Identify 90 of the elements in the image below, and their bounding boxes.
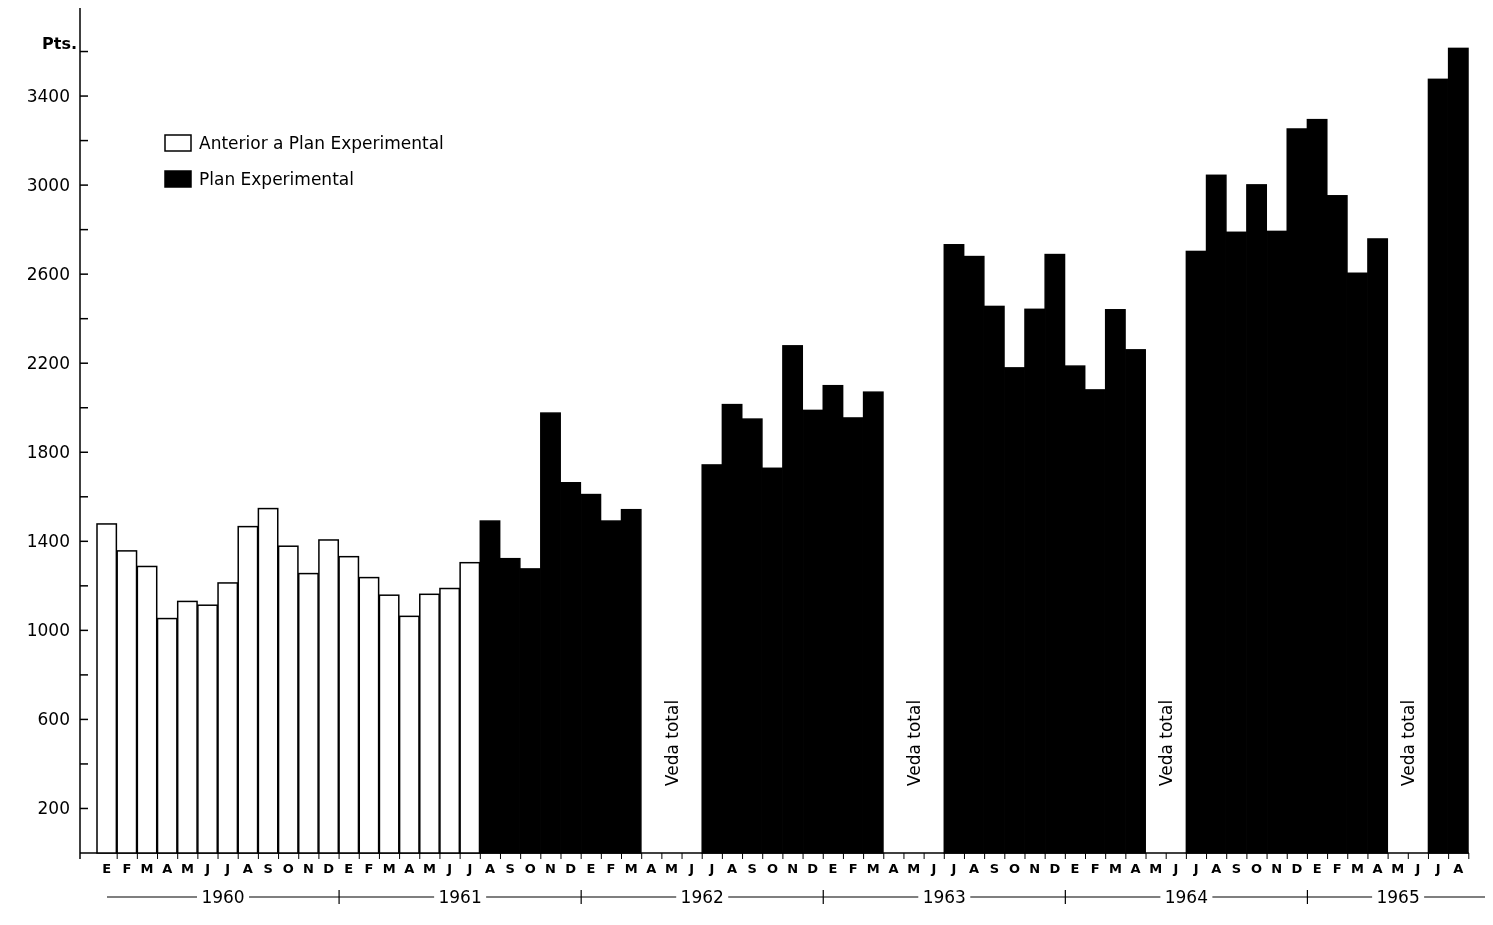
x-tick-label: A	[646, 861, 657, 876]
x-tick-label: M	[907, 861, 921, 876]
text: 1964	[1164, 886, 1209, 907]
x-tick-label: E	[344, 861, 354, 876]
x-tick-label: A	[484, 861, 496, 876]
x-tick-label: A	[404, 861, 415, 876]
x-tick-label: A	[1211, 861, 1222, 876]
x-tick-label: A	[727, 861, 738, 876]
y-tick-label: 3000	[26, 175, 70, 196]
y-tick-label: 600	[37, 709, 70, 730]
x-tick-label: A	[1372, 861, 1383, 876]
x-tick-label: S	[263, 861, 273, 876]
x-tick-label: E	[1312, 861, 1322, 876]
x-tick-label: J	[224, 861, 231, 876]
x-tick-label: D	[1049, 861, 1061, 876]
x-tick-label: J	[204, 861, 210, 876]
x-tick-label: S	[989, 861, 1000, 876]
x-tick-label: F	[1090, 861, 1100, 876]
x-tick-label: N	[1029, 861, 1041, 876]
x-tick-label: M	[1149, 861, 1163, 876]
y-tick-label: 3400	[26, 86, 70, 106]
x-tick-label: J	[1434, 861, 1441, 876]
annotation: Veda total	[1156, 699, 1177, 787]
x-tick-label: S	[1231, 861, 1242, 876]
x-tick-label: J	[1192, 861, 1199, 876]
x-tick-label: F	[122, 861, 132, 876]
x-tick-label: M	[624, 861, 638, 876]
text: 1960	[201, 886, 245, 907]
x-tick-label: S	[505, 861, 515, 876]
x-tick-label: M	[1350, 861, 1364, 876]
text: 1965	[1376, 886, 1420, 907]
y-tick-label: 2600	[26, 264, 70, 285]
x-tick-label: J	[950, 861, 957, 876]
legend-label: Anterior a Plan Experimental	[199, 132, 444, 153]
x-tick-label: A	[1130, 861, 1141, 876]
x-tick-label: F	[364, 861, 374, 876]
x-tick-label: N	[787, 861, 799, 876]
x-tick-label: M	[665, 861, 679, 876]
annotation: Veda total	[903, 699, 924, 787]
x-tick-label: A	[162, 861, 173, 876]
x-tick-label: E	[1070, 861, 1080, 876]
x-tick-label: M	[180, 861, 194, 876]
y-axis-title: Pts.	[42, 34, 77, 53]
x-tick-label: J	[708, 861, 715, 876]
y-tick-label: 200	[37, 798, 70, 819]
annotation: Veda total	[1398, 699, 1419, 787]
x-tick-label: A	[242, 861, 253, 876]
x-tick-label: E	[586, 861, 596, 876]
x-tick-label: D	[807, 861, 819, 876]
x-tick-label: M	[422, 861, 436, 876]
x-tick-label: A	[888, 861, 899, 876]
x-tick-label: J	[930, 861, 937, 876]
x-tick-label: D	[323, 861, 335, 876]
y-tick-label: 2200	[26, 353, 70, 374]
x-tick-label: E	[102, 861, 112, 876]
x-tick-label: M	[866, 861, 880, 876]
x-tick-label: N	[1271, 861, 1283, 876]
x-tick-label: O	[1251, 861, 1263, 876]
text: 1961	[438, 886, 482, 907]
y-tick-label: 1800	[26, 442, 70, 463]
x-tick-label: M	[1108, 861, 1122, 876]
x-tick-label: A	[1453, 861, 1464, 876]
x-tick-label: J	[1414, 861, 1421, 876]
x-tick-label: F	[606, 861, 616, 876]
x-tick-label: J	[466, 861, 473, 876]
x-tick-label: M	[140, 861, 154, 876]
x-tick-label: O	[766, 861, 778, 876]
x-tick-label: O	[1008, 861, 1021, 876]
x-tick-label: M	[382, 861, 396, 876]
y-tick-label: 1000	[26, 620, 70, 641]
x-tick-label: D	[565, 861, 577, 876]
legend-label: Plan Experimental	[199, 168, 354, 189]
annotation: Veda total	[661, 699, 682, 787]
x-tick-label: S	[747, 861, 757, 876]
x-tick-label: F	[848, 861, 858, 876]
x-tick-label: O	[524, 861, 536, 876]
x-tick-label: J	[446, 861, 453, 876]
x-tick-label: N	[545, 861, 556, 876]
x-tick-label: D	[1291, 861, 1303, 876]
text: 1963	[922, 886, 966, 907]
text: 1962	[680, 886, 724, 907]
x-tick-label: M	[1391, 861, 1405, 876]
x-tick-label: J	[1172, 861, 1179, 876]
x-tick-label: N	[302, 861, 314, 876]
x-tick-label: F	[1332, 861, 1342, 876]
x-tick-label: A	[969, 861, 980, 876]
x-tick-label: J	[688, 861, 695, 876]
x-tick-label: E	[828, 861, 838, 876]
x-tick-label: O	[282, 861, 294, 876]
y-tick-label: 1400	[26, 531, 70, 552]
